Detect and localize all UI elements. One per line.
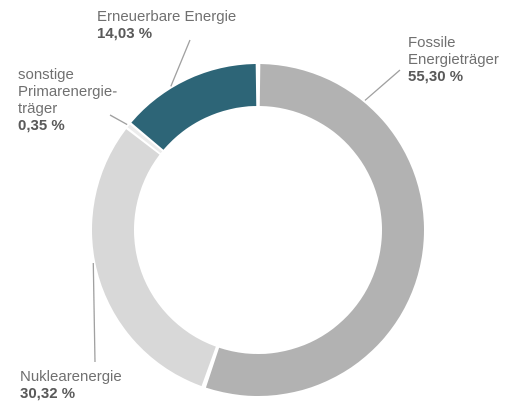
label-nuklearenergie: Nuklearenergie 30,32 %: [20, 368, 122, 402]
leader-sonstige: [109, 114, 128, 126]
label-sonstige-name-line2: Primarenergie-: [18, 83, 118, 100]
slice-nuklear: [92, 129, 216, 387]
label-sonstige-name-line3: träger: [18, 100, 58, 117]
leader-erneuerbare: [170, 39, 191, 87]
label-erneuerbare-energie: Erneuerbare Energie 14,03 %: [97, 8, 236, 42]
slice-erneuerbare: [131, 64, 257, 150]
slice-fossile: [205, 64, 425, 396]
leader-line-group: [92, 39, 401, 363]
label-nuklear-name: Nuklearenergie: [20, 368, 122, 385]
label-fossile-name-line2: Energieträger: [408, 51, 499, 68]
label-sonstige-value: 0,35 %: [18, 117, 65, 134]
label-nuklear-value: 30,32 %: [20, 385, 76, 402]
label-fossile-energietraeger: Fossile Energieträger 55,30 %: [408, 34, 499, 85]
leader-nuklear: [92, 263, 96, 363]
label-fossile-name-line1: Fossile: [408, 34, 456, 51]
slice-sonstige: [127, 124, 163, 154]
label-fossile-value: 55,30 %: [408, 68, 464, 85]
leader-fossile: [364, 69, 401, 101]
label-sonstige-name-line1: sonstige: [18, 66, 74, 83]
slice-group: [92, 64, 425, 396]
label-erneuerbare-name: Erneuerbare Energie: [97, 8, 237, 25]
label-erneuerbare-value: 14,03 %: [97, 25, 153, 42]
label-sonstige-primarenergietraeger: sonstige Primarenergie- träger 0,35 %: [18, 66, 117, 134]
